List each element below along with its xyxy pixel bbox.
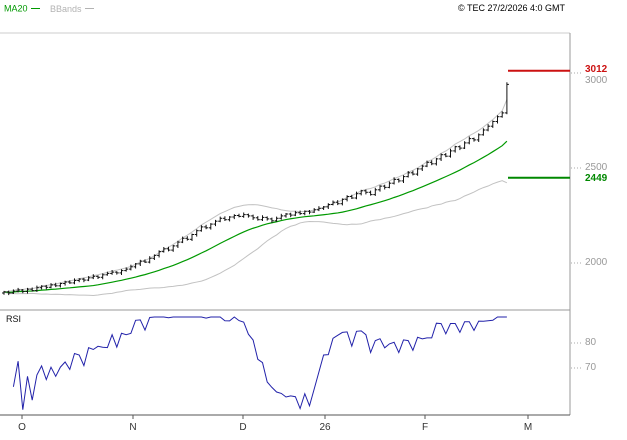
bbands-legend-swatch: [84, 8, 94, 10]
ma20-line: [3, 140, 508, 294]
legend: MA20 BBands: [4, 3, 94, 14]
trading-levels: [508, 69, 570, 179]
support-level-label: 2449: [585, 172, 608, 184]
price-tick-label: 2000: [585, 257, 608, 268]
month-label: M: [523, 422, 533, 433]
bollinger-bands: [3, 99, 508, 297]
ma20-legend-label: MA20: [4, 3, 28, 14]
rsi-line: [12, 316, 507, 410]
price-tick-label: 2500: [585, 162, 608, 173]
bbands-legend-label: BBands: [50, 3, 82, 14]
axis-ticks: [21, 72, 582, 419]
ma20-legend-swatch: [30, 8, 40, 10]
rsi-tick-label: 80: [585, 337, 597, 348]
rsi-tick-label: 70: [585, 362, 597, 373]
month-label: O: [18, 422, 26, 433]
rsi-panel-label: RSI: [6, 314, 22, 324]
resistance-level-label: 3012: [585, 63, 608, 75]
copyright-text: © TEC 27/2/2026 4:0 GMT: [457, 3, 565, 13]
month-label: 26: [319, 422, 331, 433]
month-label: N: [129, 422, 137, 433]
price-bars: [2, 82, 509, 296]
price-tick-label: 3000: [585, 75, 608, 86]
plot-frame: [0, 32, 571, 416]
month-label: F: [421, 422, 429, 433]
month-label: D: [239, 422, 247, 433]
